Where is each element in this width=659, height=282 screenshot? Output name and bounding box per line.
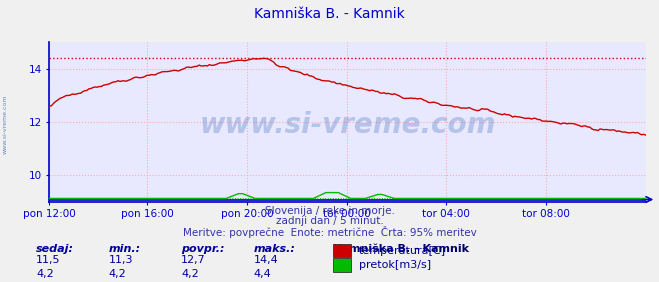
Text: zadnji dan / 5 minut.: zadnji dan / 5 minut. [275,216,384,226]
Text: povpr.:: povpr.: [181,244,225,254]
Text: min.:: min.: [109,244,141,254]
Text: Kamniška B. - Kamnik: Kamniška B. - Kamnik [254,7,405,21]
Text: pretok[m3/s]: pretok[m3/s] [359,260,431,270]
Text: Meritve: povprečne  Enote: metrične  Črta: 95% meritev: Meritve: povprečne Enote: metrične Črta:… [183,226,476,238]
Text: Kamniška B. - Kamnik: Kamniška B. - Kamnik [333,244,469,254]
Text: maks.:: maks.: [254,244,296,254]
Text: sedaj:: sedaj: [36,244,74,254]
Text: 4,2: 4,2 [109,269,127,279]
Text: 11,3: 11,3 [109,255,133,265]
Text: www.si-vreme.com: www.si-vreme.com [200,111,496,139]
Text: 4,2: 4,2 [36,269,54,279]
Text: 4,4: 4,4 [254,269,272,279]
Text: 4,2: 4,2 [181,269,199,279]
Text: 14,4: 14,4 [254,255,279,265]
Text: 11,5: 11,5 [36,255,61,265]
Text: www.si-vreme.com: www.si-vreme.com [3,94,8,154]
Text: temperatura[C]: temperatura[C] [359,246,446,256]
Text: Slovenija / reke in morje.: Slovenija / reke in morje. [264,206,395,216]
Text: 12,7: 12,7 [181,255,206,265]
